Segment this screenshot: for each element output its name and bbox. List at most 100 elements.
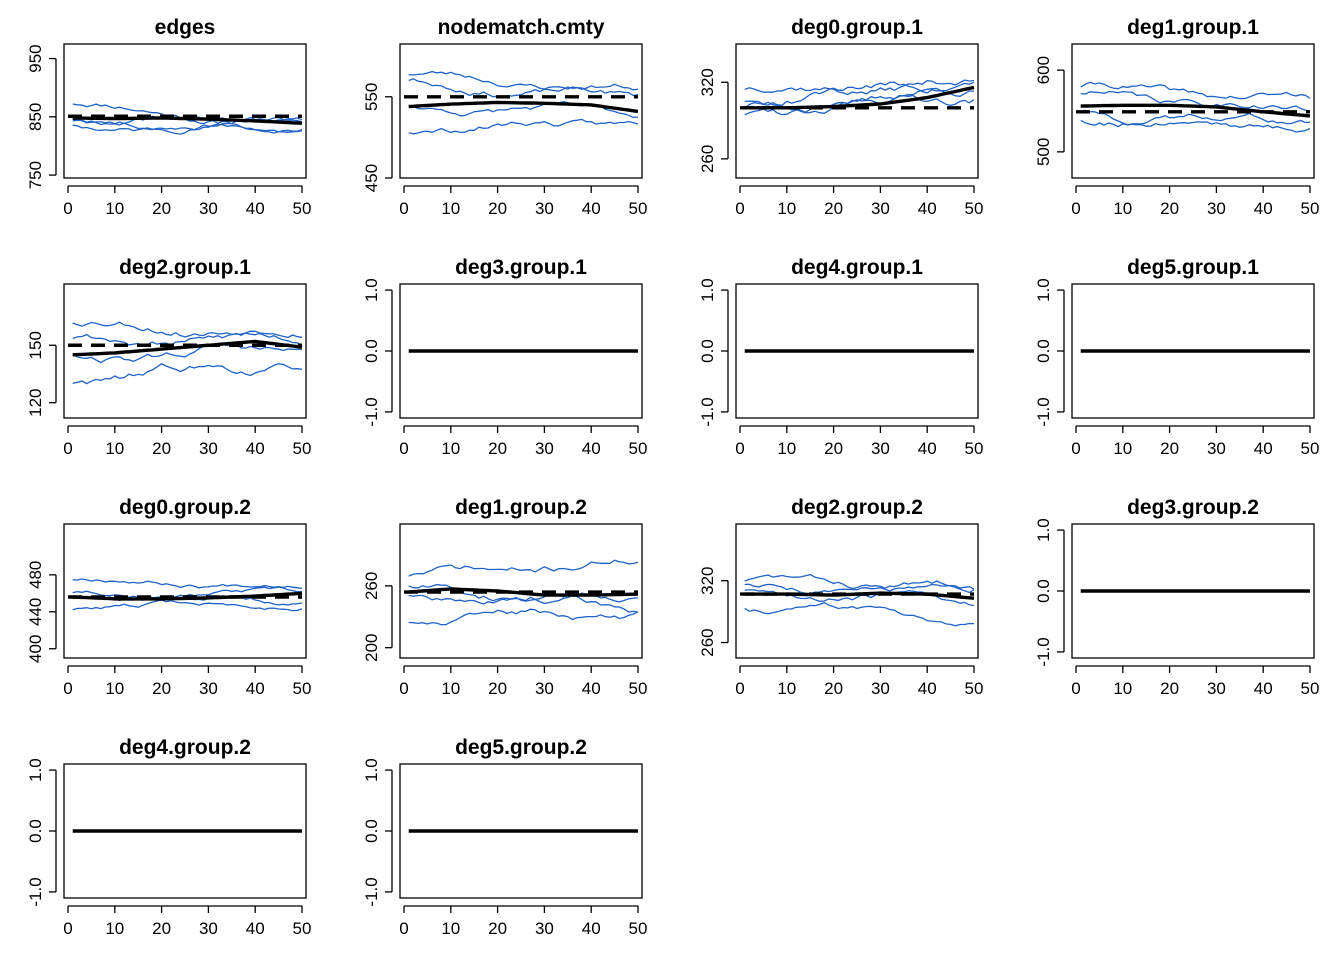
plot-frame xyxy=(63,43,307,179)
x-tick-label: 10 xyxy=(777,439,796,458)
x-tick-label: 0 xyxy=(735,439,744,458)
y-tick-label: 400 xyxy=(26,635,45,663)
y-tick-label: 1.0 xyxy=(1034,278,1053,302)
simulation-series-line xyxy=(408,559,639,577)
y-tick-label: 850 xyxy=(26,103,45,131)
x-tick-label: 30 xyxy=(1207,199,1226,218)
y-tick-label: -1.0 xyxy=(1034,637,1053,666)
y-tick-label: 0.0 xyxy=(362,819,381,843)
x-tick-label: 50 xyxy=(965,439,984,458)
y-tick-label: -1.0 xyxy=(26,877,45,906)
panel-edges: edges 0 10 20 30 40 50 750 850 950 xyxy=(26,16,311,218)
y-tick-label: 0.0 xyxy=(362,339,381,363)
simulation-series-line xyxy=(744,94,975,116)
panel-deg4-group-2: deg4.group.2 0 10 20 30 40 50 -1.0 0.0 1.0 xyxy=(26,736,311,938)
x-tick-label: 40 xyxy=(582,199,601,218)
x-tick-label: 40 xyxy=(582,439,601,458)
y-tick-label: 950 xyxy=(26,44,45,72)
x-tick-label: 10 xyxy=(105,919,124,938)
panel-deg0-group-1: deg0.group.1 0 10 20 30 40 50 260 320 xyxy=(698,16,983,218)
x-tick-label: 30 xyxy=(871,199,890,218)
simulation-series-line xyxy=(72,578,303,590)
x-tick-label: 30 xyxy=(1207,439,1226,458)
panel-title: deg4.group.1 xyxy=(791,256,923,279)
simulation-series-line xyxy=(408,78,639,98)
plot-frame xyxy=(735,43,979,179)
x-tick-label: 10 xyxy=(105,199,124,218)
simulation-series-line xyxy=(744,583,975,595)
x-tick-label: 20 xyxy=(152,679,171,698)
panel-deg5-group-2: deg5.group.2 0 10 20 30 40 50 -1.0 0.0 1.0 xyxy=(362,736,647,938)
x-tick-label: 50 xyxy=(1301,199,1320,218)
x-tick-label: 20 xyxy=(1160,679,1179,698)
simulation-series-line xyxy=(744,589,975,607)
x-tick-label: 10 xyxy=(441,439,460,458)
x-tick-label: 50 xyxy=(293,199,312,218)
y-tick-label: 260 xyxy=(698,628,717,656)
panel-title: nodematch.cmty xyxy=(438,16,605,39)
plot-area xyxy=(1076,81,1311,133)
x-tick-label: 20 xyxy=(824,199,843,218)
x-tick-label: 30 xyxy=(199,439,218,458)
plot-frame xyxy=(63,763,307,899)
y-tick-label: 320 xyxy=(698,68,717,96)
x-tick-label: 0 xyxy=(1071,439,1080,458)
simulation-series-line xyxy=(408,608,639,626)
x-tick-label: 0 xyxy=(399,679,408,698)
y-tick-label: 1.0 xyxy=(362,758,381,782)
x-tick-label: 40 xyxy=(918,199,937,218)
panel-title: deg2.group.2 xyxy=(791,496,923,519)
x-tick-label: 40 xyxy=(246,439,265,458)
y-tick-label: 450 xyxy=(362,164,381,192)
panel-title: deg5.group.1 xyxy=(1127,256,1259,279)
x-tick-label: 10 xyxy=(441,679,460,698)
x-tick-label: 10 xyxy=(777,679,796,698)
x-tick-label: 30 xyxy=(535,919,554,938)
mean-series-line xyxy=(408,587,639,597)
y-tick-label: -1.0 xyxy=(362,397,381,426)
plot-area xyxy=(404,70,639,135)
x-tick-label: 30 xyxy=(199,679,218,698)
panel-deg4-group-1: deg4.group.1 0 10 20 30 40 50 -1.0 0.0 1.0 xyxy=(698,256,983,458)
x-tick-label: 0 xyxy=(399,919,408,938)
x-tick-label: 0 xyxy=(735,679,744,698)
x-tick-label: 10 xyxy=(105,439,124,458)
simulation-series-line xyxy=(72,332,303,347)
x-tick-label: 0 xyxy=(1071,199,1080,218)
x-tick-label: 10 xyxy=(1113,439,1132,458)
plot-area xyxy=(404,559,639,626)
mean-series-line xyxy=(744,85,975,110)
x-tick-label: 30 xyxy=(1207,679,1226,698)
x-tick-label: 50 xyxy=(629,199,648,218)
simulation-series-line xyxy=(408,70,639,91)
mean-series-line xyxy=(72,116,303,125)
panel-title: deg0.group.1 xyxy=(791,16,923,39)
panel-title: deg4.group.2 xyxy=(119,736,251,759)
x-tick-label: 20 xyxy=(488,439,507,458)
panel-deg0-group-2: deg0.group.2 0 10 20 30 40 50 400 440 480 xyxy=(26,496,311,698)
x-tick-label: 10 xyxy=(441,199,460,218)
plot-frame xyxy=(399,523,643,659)
panel-deg1-group-1: deg1.group.1 0 10 20 30 40 50 500 600 xyxy=(1034,16,1319,218)
x-tick-label: 20 xyxy=(488,679,507,698)
panel-deg3-group-2: deg3.group.2 0 10 20 30 40 50 -1.0 0.0 1.0 xyxy=(1034,496,1319,698)
plot-area xyxy=(740,79,975,116)
x-tick-label: 40 xyxy=(918,439,937,458)
mean-series-line xyxy=(744,591,975,600)
panel-deg2-group-1: deg2.group.1 0 10 20 30 40 50 120 150 xyxy=(26,256,311,458)
x-tick-label: 0 xyxy=(63,439,72,458)
x-tick-label: 50 xyxy=(629,919,648,938)
x-tick-label: 20 xyxy=(152,919,171,938)
y-tick-label: 600 xyxy=(1034,56,1053,84)
plot-frame xyxy=(1071,523,1315,659)
x-tick-label: 30 xyxy=(199,199,218,218)
y-tick-label: -1.0 xyxy=(1034,397,1053,426)
x-tick-label: 40 xyxy=(582,919,601,938)
x-tick-label: 40 xyxy=(246,919,265,938)
panel-title: deg1.group.1 xyxy=(1127,16,1259,39)
x-tick-label: 40 xyxy=(918,679,937,698)
x-tick-label: 0 xyxy=(63,919,72,938)
x-tick-label: 20 xyxy=(152,199,171,218)
y-tick-label: 0.0 xyxy=(1034,339,1053,363)
y-tick-label: 1.0 xyxy=(1034,518,1053,542)
